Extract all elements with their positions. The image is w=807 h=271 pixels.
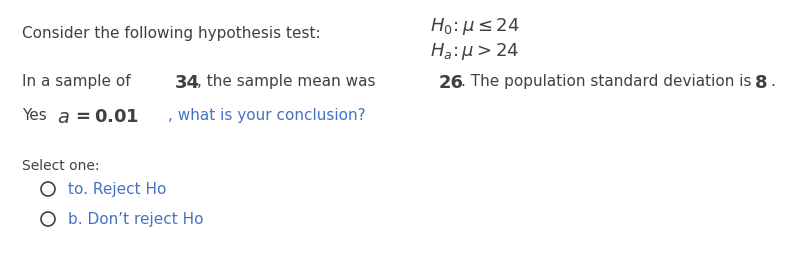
Text: , the sample mean was: , the sample mean was <box>197 74 380 89</box>
Text: .: . <box>770 74 775 89</box>
Text: , what is your conclusion?: , what is your conclusion? <box>168 108 366 123</box>
Text: $\mathbf{= 0.01}$: $\mathbf{= 0.01}$ <box>72 108 140 126</box>
Text: . The population standard deviation is: . The population standard deviation is <box>461 74 756 89</box>
Text: to. Reject Ho: to. Reject Ho <box>68 182 166 197</box>
Text: $H_a\!:\mu > 24$: $H_a\!:\mu > 24$ <box>430 41 520 62</box>
Text: $H_0\!: \mu \leq 24$: $H_0\!: \mu \leq 24$ <box>430 16 520 37</box>
Text: b. Don’t reject Ho: b. Don’t reject Ho <box>68 212 203 227</box>
Text: 26: 26 <box>439 74 464 92</box>
Text: Yes: Yes <box>22 108 52 123</box>
Text: 34: 34 <box>175 74 200 92</box>
Text: Select one:: Select one: <box>22 159 99 173</box>
Text: 8: 8 <box>755 74 767 92</box>
Text: In a sample of: In a sample of <box>22 74 136 89</box>
Text: Consider the following hypothesis test:: Consider the following hypothesis test: <box>22 26 320 41</box>
Text: $\mathit{a}$: $\mathit{a}$ <box>57 108 69 127</box>
